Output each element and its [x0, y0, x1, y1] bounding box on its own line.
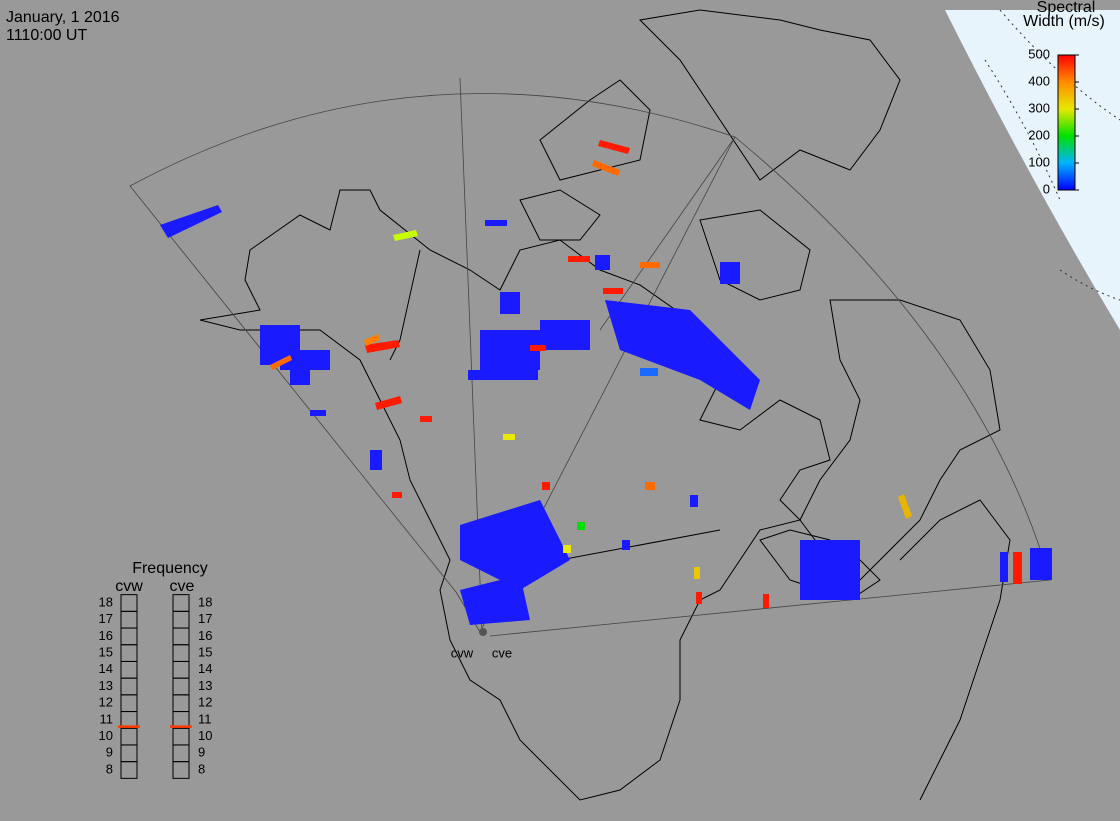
coastlines: [199, 9, 1011, 801]
frequency-cell: [172, 694, 190, 713]
radar-site: [479, 628, 487, 636]
frequency-tick-label: 17: [99, 611, 113, 626]
frequency-cell: [120, 644, 138, 662]
radar-name: cvw: [115, 578, 143, 595]
time: 1110:00 UT: [6, 27, 87, 44]
frequency-cell: [120, 610, 138, 629]
colorbar: [1057, 54, 1076, 191]
frequency-cell: [120, 594, 138, 612]
frequency-tick-label: 15: [198, 645, 212, 660]
scatter-cells: [160, 140, 1052, 625]
frequency-cell: [172, 594, 190, 612]
frequency-cell: [120, 677, 138, 696]
frequency-cell: [172, 744, 190, 763]
frequency-cell: [172, 727, 190, 746]
radar-name: cve: [170, 578, 195, 595]
frequency-tick-label: 16: [99, 628, 113, 643]
site-label: cve: [492, 645, 512, 660]
colorbar-tick-label: 400: [1028, 73, 1050, 88]
frequency-cell: [172, 660, 190, 679]
frequency-cell: [120, 627, 138, 646]
frequency-tick-label: 12: [198, 695, 212, 710]
frequency-tick-label: 18: [99, 594, 113, 609]
site-label: cvw: [451, 645, 474, 660]
frequency-tick-label: 11: [198, 711, 212, 726]
colorbar-title: Width (m/s): [1023, 13, 1105, 30]
frequency-cell: [120, 694, 138, 713]
colorbar-tick-label: 300: [1028, 100, 1050, 115]
frequency-tick-label: 14: [99, 661, 113, 676]
frequency-tick-label: 10: [198, 728, 212, 743]
frequency-cell: [172, 677, 190, 696]
frequency-tick-label: 18: [198, 594, 212, 609]
colorbar-title: Spectral: [1037, 0, 1096, 16]
colorbar-tick-label: 100: [1028, 154, 1050, 169]
frequency-tick-label: 12: [99, 695, 113, 710]
frequency-tick-label: 13: [99, 678, 113, 693]
frequency-tick-label: 11: [100, 711, 114, 726]
frequency-title: Frequency: [132, 560, 208, 577]
frequency-cell: [172, 627, 190, 646]
colorbar-tick-label: 500: [1028, 46, 1050, 61]
daylight-region: [945, 10, 1120, 330]
frequency-tick-label: 14: [198, 661, 212, 676]
frequency-cell: [172, 761, 190, 779]
frequency-cell: [172, 610, 190, 629]
date: January, 1 2016: [6, 9, 120, 26]
frequency-tick-label: 16: [198, 628, 212, 643]
frequency-tick-label: 9: [106, 745, 113, 760]
frequency-cell: [120, 744, 138, 763]
frequency-cell: [120, 660, 138, 679]
frequency-cell: [120, 727, 138, 746]
lat-lines: [984, 9, 1120, 301]
colorbar-tick-label: 200: [1028, 127, 1050, 142]
frequency-tick-label: 15: [99, 645, 113, 660]
frequency-tick-label: 8: [106, 761, 113, 776]
frequency-tick-label: 9: [198, 745, 205, 760]
frequency-tick-label: 13: [198, 678, 212, 693]
colorbar-tick-label: 0: [1043, 181, 1050, 196]
frequency-cell: [120, 761, 138, 779]
frequency-tick-label: 10: [99, 728, 113, 743]
frequency-cell: [172, 644, 190, 662]
frequency-tick-label: 8: [198, 761, 205, 776]
frequency-tick-label: 17: [198, 611, 212, 626]
